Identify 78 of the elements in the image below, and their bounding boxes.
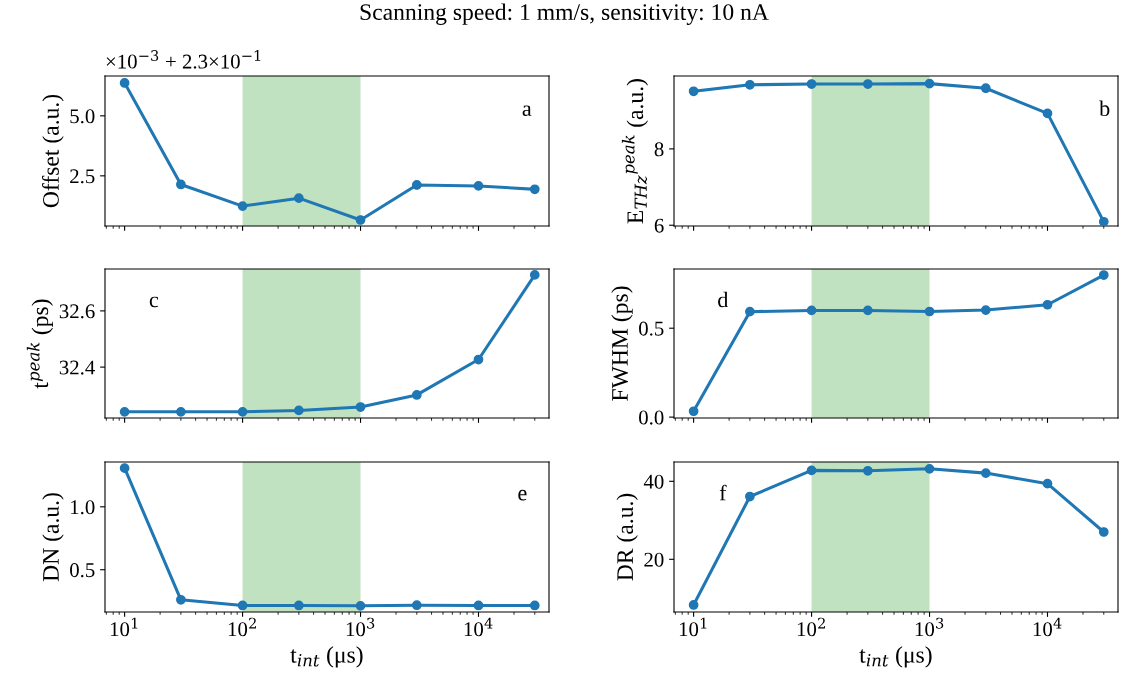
point	[1098, 527, 1109, 537]
x-tick-label: 10$^{1}$	[679, 617, 707, 637]
annotation: a	[522, 105, 532, 117]
point	[293, 193, 304, 204]
point	[529, 184, 540, 195]
y-tick-label: 32.6	[59, 304, 95, 319]
y-tick-label: 5.0	[70, 109, 95, 124]
y-tick-label: 0.5	[70, 563, 95, 578]
y-axis-title: DN (a.u.)	[42, 493, 64, 582]
point	[1098, 216, 1109, 226]
text: ×10$^{−3}$ + 2.3×10$^{−1}$	[106, 50, 261, 69]
point	[924, 463, 935, 474]
x-tick-label: 10$^{2}$	[228, 617, 256, 637]
point	[745, 491, 755, 502]
y-tick-label: 20	[644, 552, 664, 567]
annotation: e	[518, 489, 527, 501]
point	[862, 305, 873, 316]
y-axis-title: t$^{peak}$ (ps)	[26, 299, 53, 389]
x-tick-label: 10$^{4}$	[464, 617, 493, 637]
point	[119, 406, 130, 417]
point	[745, 79, 755, 90]
point	[980, 83, 991, 94]
x-axis-title: t$_{int}$ (μs)	[290, 646, 363, 668]
x-tick-label: 10$^{4}$	[1033, 617, 1062, 637]
x-tick-label: 10$^{3}$	[915, 617, 944, 637]
point	[411, 600, 422, 611]
y-tick-label: 0.0	[639, 410, 664, 425]
y-axis-title: Offset (a.u.)	[42, 94, 64, 208]
annotation: b	[1099, 100, 1110, 117]
y-tick-label: 1.0	[71, 500, 95, 515]
y-tick-label: 40	[643, 474, 664, 489]
point	[806, 305, 817, 316]
x-tick-label: 10$^{1}$	[110, 617, 138, 637]
point	[529, 270, 540, 280]
x-axis-title: t$_{int}$ (μs)	[859, 646, 932, 668]
point	[411, 390, 422, 400]
point	[1098, 270, 1109, 280]
point	[237, 600, 248, 611]
point	[293, 405, 304, 416]
chart-title: Scanning speed: 1 mm/s, sensitivity: 10 nA	[360, 3, 769, 25]
point	[237, 406, 248, 417]
point	[119, 78, 130, 88]
x-tick-label: 10$^{2}$	[797, 617, 825, 637]
point	[176, 406, 186, 417]
point	[293, 600, 304, 611]
y-tick-label: 6	[654, 218, 664, 233]
y-tick-label: 0.5	[639, 321, 664, 336]
point	[862, 465, 873, 476]
annotation: f	[719, 484, 727, 501]
point	[688, 86, 699, 97]
point	[355, 215, 366, 225]
point	[688, 406, 699, 417]
y-tick-label: 32.4	[59, 360, 95, 375]
point	[745, 306, 755, 317]
point	[176, 179, 186, 190]
annotation: d	[718, 291, 729, 308]
y-tick-label: 2.5	[70, 169, 95, 184]
point	[411, 180, 422, 190]
y-axis-title: FWHM (ps)	[611, 286, 633, 401]
point	[980, 468, 991, 478]
point	[924, 78, 935, 89]
point	[806, 465, 817, 476]
point	[688, 600, 699, 610]
x-tick-label: 10$^{3}$	[346, 617, 375, 637]
point	[529, 600, 540, 611]
point	[237, 201, 248, 211]
y-axis-title: E$_{THz}$$^{peak}$ (a.u.)	[621, 79, 649, 224]
point	[119, 463, 130, 474]
point	[355, 402, 366, 412]
point	[862, 79, 873, 89]
y-axis-title: DR (a.u.)	[616, 493, 638, 581]
point	[355, 600, 366, 611]
y-tick-label: 8	[654, 142, 664, 157]
annotation: c	[149, 296, 159, 308]
point	[806, 79, 817, 89]
point	[924, 306, 935, 317]
point	[980, 305, 991, 315]
point	[176, 594, 186, 605]
